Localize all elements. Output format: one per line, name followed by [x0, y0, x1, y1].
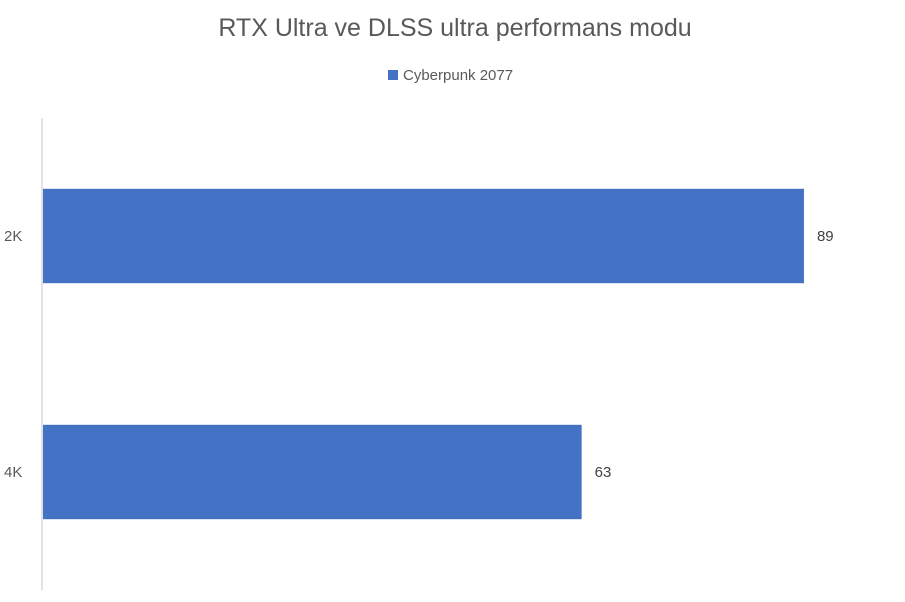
legend: Cyberpunk 2077 — [388, 67, 513, 84]
legend-label: Cyberpunk 2077 — [403, 67, 513, 84]
bar-4k — [43, 424, 582, 520]
data-label: 89 — [817, 228, 834, 245]
data-label: 63 — [595, 464, 612, 481]
legend-swatch — [388, 70, 398, 80]
chart-title: RTX Ultra ve DLSS ultra performans modu — [218, 14, 691, 42]
category-label: 4K — [4, 464, 22, 481]
bars: 2K 89 4K 63 — [4, 188, 834, 520]
category-label: 2K — [4, 228, 22, 245]
bar-2k — [43, 188, 804, 284]
